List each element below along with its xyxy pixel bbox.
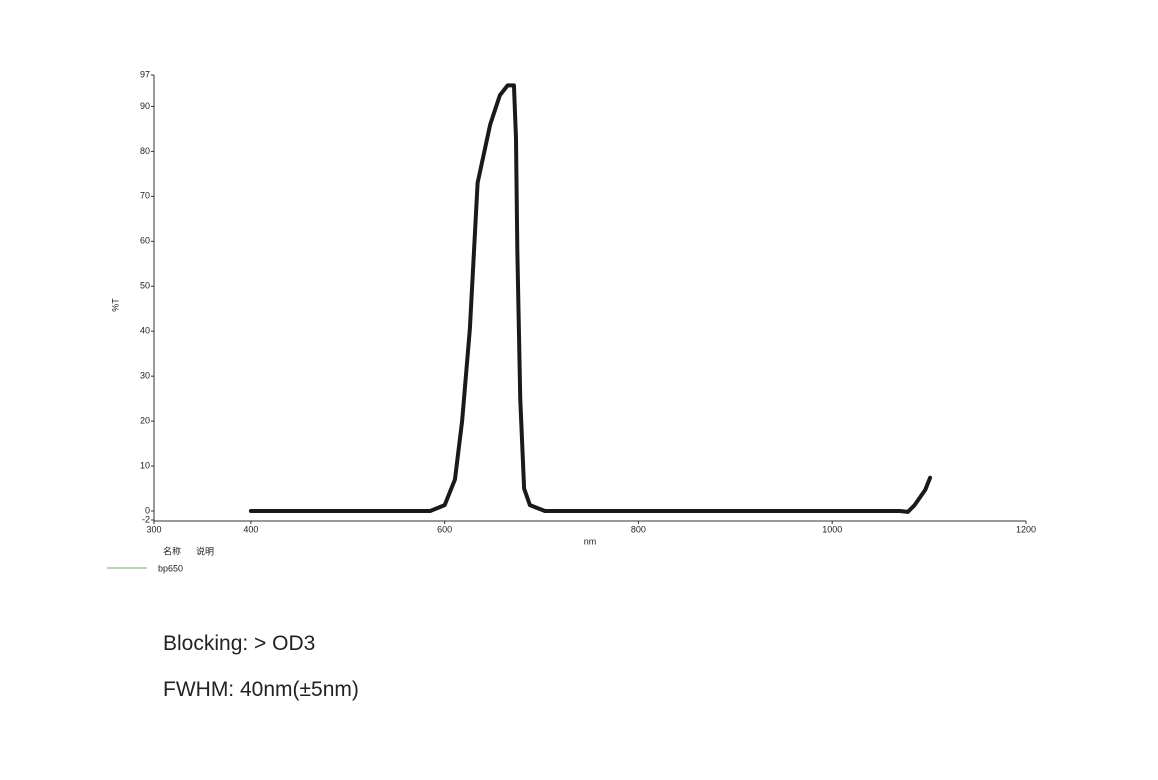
y-axis-label: %T — [110, 298, 120, 312]
y-tick-label: 30 — [140, 371, 150, 381]
y-tick-label: 20 — [140, 415, 150, 425]
y-tick-label: 70 — [140, 191, 150, 201]
legend-header: 说明 — [196, 545, 214, 556]
y-tick-label: 80 — [140, 146, 150, 156]
y-tick-label: 60 — [140, 236, 150, 246]
x-tick-label: 600 — [437, 524, 452, 534]
y-tick-label: 50 — [140, 281, 150, 291]
y-tick-label: 0 — [145, 505, 150, 515]
legend-label: bp650 — [158, 563, 183, 573]
y-tick-label: 40 — [140, 326, 150, 336]
x-tick-label: 1000 — [822, 524, 842, 534]
x-tick-label: 300 — [146, 524, 161, 534]
chart: nm %T 名称 说明 -20 10 20 30 40 50 60 70 80 90 97 300 40… — [107, 69, 1036, 573]
y-tick-label: 97 — [140, 69, 150, 79]
x-tick-label: 1200 — [1016, 524, 1036, 534]
note: Blocking: > OD3 — [163, 632, 316, 655]
legend-header: 名称 — [163, 545, 181, 556]
x-tick-label: 800 — [631, 524, 646, 534]
x-tick-label: 400 — [243, 524, 258, 534]
data-line — [248, 83, 933, 514]
y-tick-label: 90 — [140, 101, 150, 111]
note: FWHM: 40nm(±5nm) — [163, 678, 359, 701]
y-tick-label: 10 — [140, 460, 150, 470]
y-tick-label: -2 — [142, 514, 150, 524]
x-axis-label: nm — [584, 536, 597, 546]
